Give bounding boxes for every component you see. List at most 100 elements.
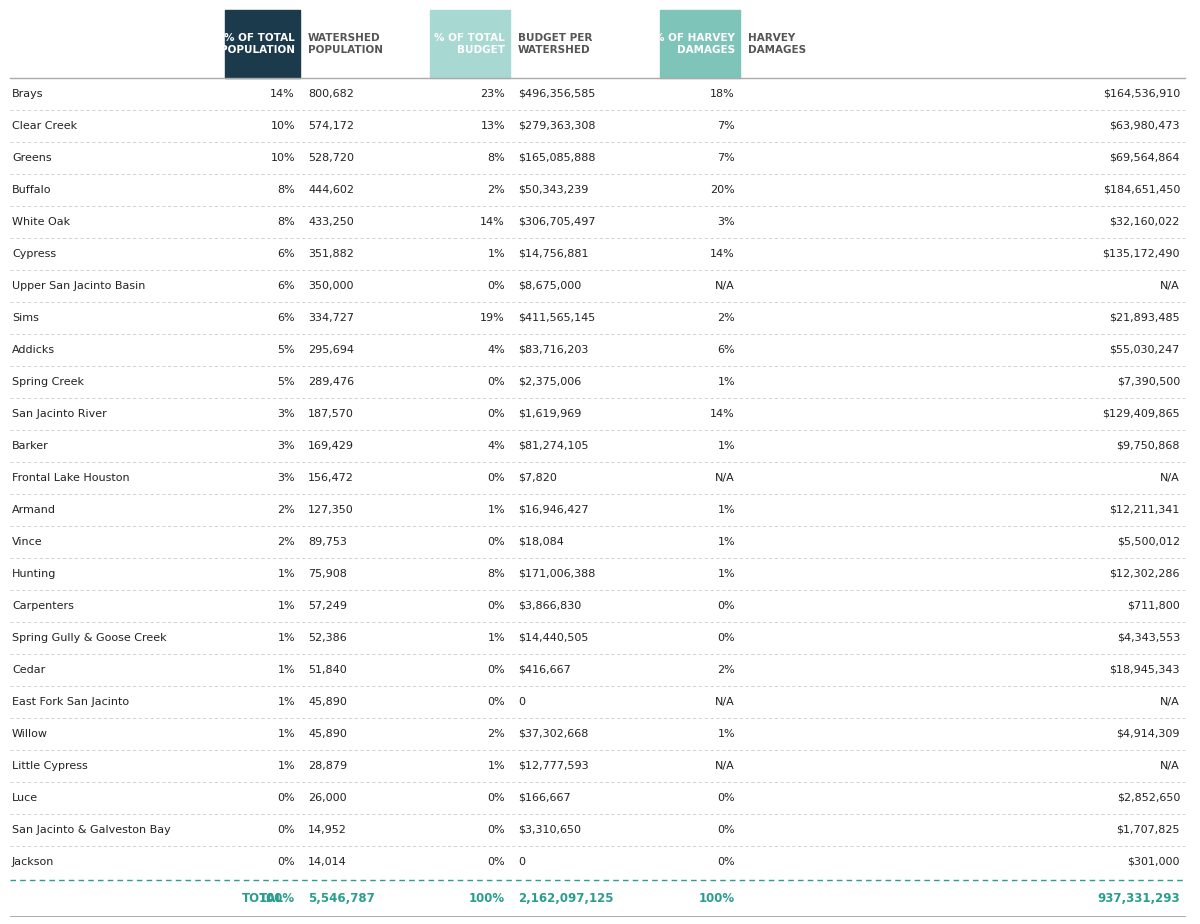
Text: 8%: 8% (487, 153, 505, 163)
Text: 52,386: 52,386 (308, 633, 347, 643)
Text: 23%: 23% (480, 89, 505, 99)
Text: $14,440,505: $14,440,505 (518, 633, 588, 643)
Text: % OF TOTAL
BUDGET: % OF TOTAL BUDGET (434, 32, 505, 55)
Text: 937,331,293: 937,331,293 (1097, 892, 1180, 905)
Text: 0%: 0% (487, 281, 505, 291)
Text: N/A: N/A (1160, 761, 1180, 771)
Text: 3%: 3% (718, 217, 734, 227)
Text: $37,302,668: $37,302,668 (518, 729, 588, 739)
Text: Upper San Jacinto Basin: Upper San Jacinto Basin (12, 281, 145, 291)
Text: 2%: 2% (718, 665, 734, 675)
Text: $55,030,247: $55,030,247 (1110, 345, 1180, 355)
Text: 444,602: 444,602 (308, 185, 354, 195)
Text: $63,980,473: $63,980,473 (1110, 121, 1180, 131)
Text: Cypress: Cypress (12, 249, 56, 259)
Text: 1%: 1% (718, 537, 734, 547)
Text: N/A: N/A (715, 281, 734, 291)
Text: 187,570: 187,570 (308, 409, 354, 419)
Text: 1%: 1% (277, 601, 295, 611)
Text: $3,310,650: $3,310,650 (518, 825, 581, 835)
Text: 1%: 1% (487, 249, 505, 259)
Text: $129,409,865: $129,409,865 (1103, 409, 1180, 419)
Text: White Oak: White Oak (12, 217, 70, 227)
Text: 350,000: 350,000 (308, 281, 354, 291)
Text: Armand: Armand (12, 505, 56, 515)
Text: 1%: 1% (718, 441, 734, 451)
Text: 1%: 1% (277, 729, 295, 739)
Text: 1%: 1% (718, 377, 734, 387)
Text: 156,472: 156,472 (308, 473, 354, 483)
Text: 100%: 100% (698, 892, 734, 905)
Text: 14,014: 14,014 (308, 857, 347, 867)
Text: 2%: 2% (487, 185, 505, 195)
Text: 351,882: 351,882 (308, 249, 354, 259)
Text: 75,908: 75,908 (308, 569, 347, 579)
Text: 8%: 8% (277, 185, 295, 195)
Text: $3,866,830: $3,866,830 (518, 601, 581, 611)
Text: 295,694: 295,694 (308, 345, 354, 355)
Text: Little Cypress: Little Cypress (12, 761, 88, 771)
Text: 2%: 2% (487, 729, 505, 739)
Text: 89,753: 89,753 (308, 537, 347, 547)
Text: 10%: 10% (270, 153, 295, 163)
Text: $12,211,341: $12,211,341 (1110, 505, 1180, 515)
Text: Willow: Willow (12, 729, 48, 739)
Text: $16,946,427: $16,946,427 (518, 505, 589, 515)
Text: 45,890: 45,890 (308, 729, 347, 739)
Text: 1%: 1% (277, 665, 295, 675)
Text: 4%: 4% (487, 441, 505, 451)
Text: 5%: 5% (277, 377, 295, 387)
Text: N/A: N/A (715, 761, 734, 771)
Text: 13%: 13% (480, 121, 505, 131)
Text: 14%: 14% (710, 249, 734, 259)
Text: 14,952: 14,952 (308, 825, 347, 835)
Text: 289,476: 289,476 (308, 377, 354, 387)
Text: $1,707,825: $1,707,825 (1116, 825, 1180, 835)
Text: 0%: 0% (487, 697, 505, 707)
Text: 0%: 0% (718, 793, 734, 803)
Text: $21,893,485: $21,893,485 (1109, 313, 1180, 323)
Text: 0%: 0% (487, 665, 505, 675)
Text: 19%: 19% (480, 313, 505, 323)
Text: 0%: 0% (277, 793, 295, 803)
Text: $184,651,450: $184,651,450 (1103, 185, 1180, 195)
Text: HARVEY
DAMAGES: HARVEY DAMAGES (748, 32, 806, 55)
Text: 1%: 1% (277, 697, 295, 707)
Text: N/A: N/A (1160, 473, 1180, 483)
Text: 2,162,097,125: 2,162,097,125 (518, 892, 613, 905)
Text: Cedar: Cedar (12, 665, 46, 675)
Text: WATERSHED
POPULATION: WATERSHED POPULATION (308, 32, 383, 55)
Text: 3%: 3% (277, 441, 295, 451)
Text: 0%: 0% (487, 409, 505, 419)
Text: 28,879: 28,879 (308, 761, 347, 771)
Text: 1%: 1% (718, 505, 734, 515)
Text: % OF HARVEY
DAMAGES: % OF HARVEY DAMAGES (654, 32, 734, 55)
Text: Buffalo: Buffalo (12, 185, 52, 195)
Text: 574,172: 574,172 (308, 121, 354, 131)
Text: 5%: 5% (277, 345, 295, 355)
Text: 6%: 6% (277, 281, 295, 291)
Text: N/A: N/A (715, 473, 734, 483)
Text: 5,546,787: 5,546,787 (308, 892, 374, 905)
Text: Clear Creek: Clear Creek (12, 121, 77, 131)
Text: $83,716,203: $83,716,203 (518, 345, 588, 355)
Text: $2,375,006: $2,375,006 (518, 377, 581, 387)
Text: 0%: 0% (277, 825, 295, 835)
Text: $4,343,553: $4,343,553 (1117, 633, 1180, 643)
Text: 7%: 7% (718, 121, 734, 131)
Bar (430, 10, 510, 78)
Text: Spring Gully & Goose Creek: Spring Gully & Goose Creek (12, 633, 167, 643)
Text: Addicks: Addicks (12, 345, 55, 355)
Text: 1%: 1% (277, 633, 295, 643)
Text: 1%: 1% (487, 633, 505, 643)
Text: 14%: 14% (710, 409, 734, 419)
Text: 1%: 1% (718, 569, 734, 579)
Text: 14%: 14% (270, 89, 295, 99)
Text: $496,356,585: $496,356,585 (518, 89, 595, 99)
Text: Carpenters: Carpenters (12, 601, 74, 611)
Text: 4%: 4% (487, 345, 505, 355)
Text: Jackson: Jackson (12, 857, 54, 867)
Text: $711,800: $711,800 (1127, 601, 1180, 611)
Text: Barker: Barker (12, 441, 49, 451)
Text: Spring Creek: Spring Creek (12, 377, 84, 387)
